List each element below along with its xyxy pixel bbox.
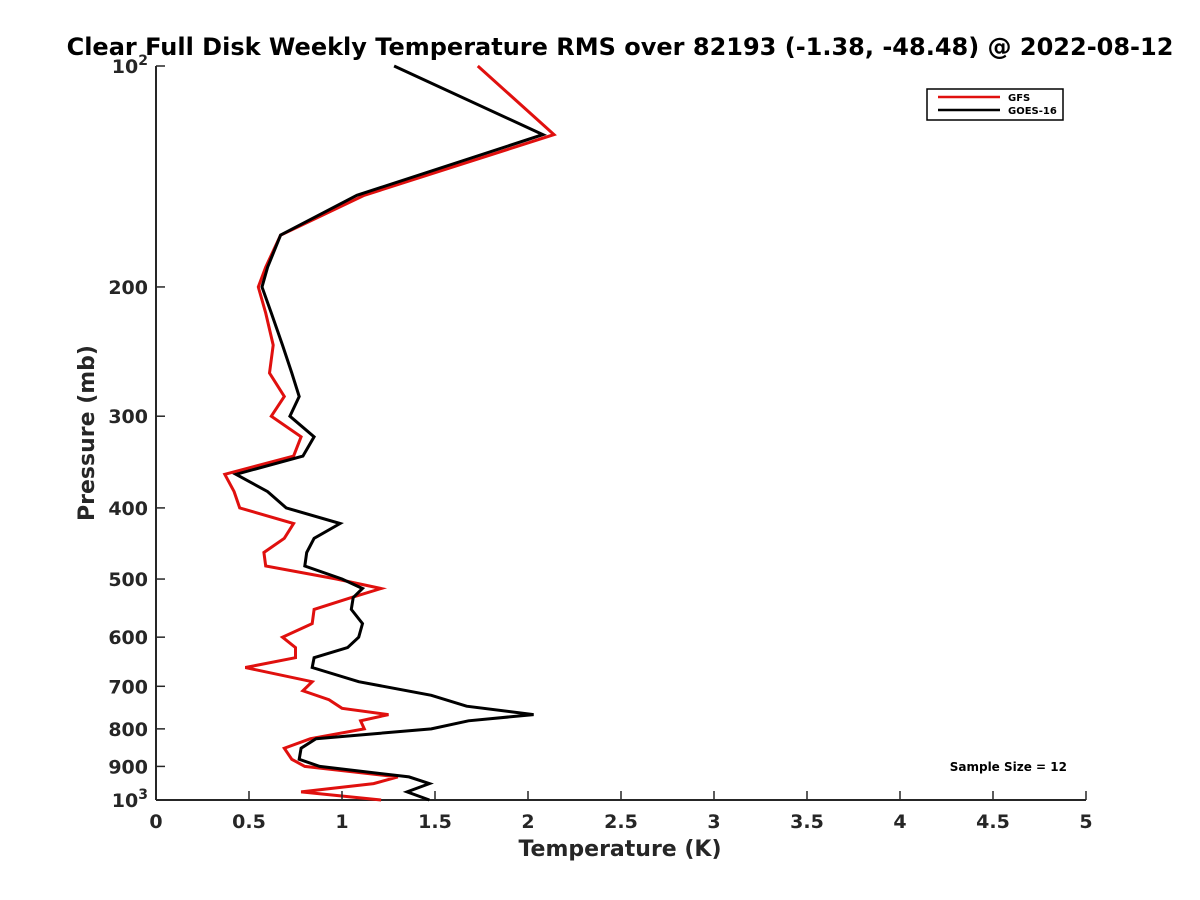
x-axis-label: Temperature (K) [518, 837, 721, 862]
x-ticks: 0 0.5 1 1.5 2 2.5 3 3.5 4 4.5 5 [149, 791, 1093, 833]
x-tick-label: 4 [893, 811, 906, 833]
series-line-gfs [222, 64, 557, 802]
legend: GFS GOES-16 [926, 88, 1064, 121]
y-tick-label: 200 [108, 277, 148, 299]
y-tick-label: 103 [112, 787, 148, 812]
y-tick-label: 400 [108, 498, 148, 520]
y-axis-label: Pressure (mb) [75, 345, 100, 521]
y-tick-label: 800 [108, 719, 148, 741]
x-tick-label: 0 [149, 811, 162, 833]
y-tick-label: 700 [108, 676, 148, 698]
legend-box [926, 88, 1064, 121]
sample-size-annotation: Sample Size = 12 [950, 760, 1067, 774]
y-tick-label: 600 [108, 627, 148, 649]
legend-label-gfs: GFS [1008, 93, 1030, 104]
x-tick-label: 2.5 [604, 811, 638, 833]
y-tick-label: 900 [108, 756, 148, 778]
y-ticks: 102 200 300 400 500 600 700 800 900 103 [108, 53, 165, 812]
y-tick-label: 102 [112, 53, 148, 78]
series-line-goes16 [232, 64, 548, 802]
x-tick-label: 2 [521, 811, 534, 833]
y-tick-label: 300 [108, 406, 148, 428]
x-tick-label: 0.5 [232, 811, 266, 833]
legend-label-goes16: GOES-16 [1008, 106, 1057, 117]
x-tick-label: 4.5 [976, 811, 1010, 833]
x-tick-label: 3 [707, 811, 720, 833]
chart-title: Clear Full Disk Weekly Temperature RMS o… [67, 33, 1174, 61]
series-layer [222, 64, 557, 802]
x-tick-label: 3.5 [790, 811, 824, 833]
y-tick-label: 500 [108, 569, 148, 591]
x-tick-label: 5 [1079, 811, 1092, 833]
x-tick-label: 1.5 [418, 811, 452, 833]
x-tick-label: 1 [335, 811, 348, 833]
